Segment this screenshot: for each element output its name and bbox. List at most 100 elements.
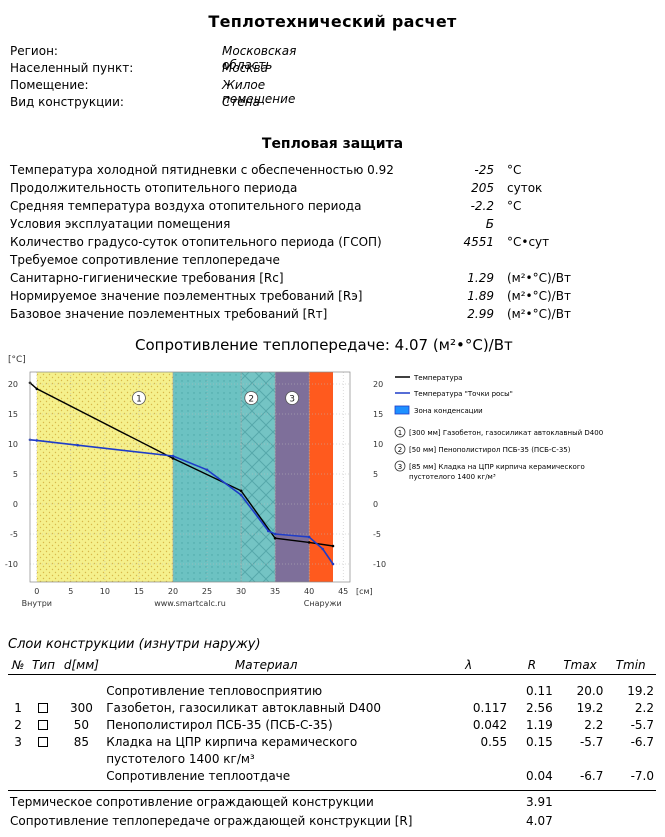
site-label: www.smartcalc.ru [154, 599, 226, 608]
x-tick-label: 20 [168, 587, 178, 596]
series-point [321, 547, 325, 551]
col-r: R [509, 657, 555, 675]
info-label: Населенный пункт: [10, 61, 134, 75]
legend-zone-label: Зона конденсации [414, 407, 483, 415]
layer-marker-circle [285, 391, 300, 405]
layer-marker-circle [132, 391, 146, 405]
param-row: Средняя температура воздуха отопительног… [10, 199, 580, 216]
y-tick-label-left: 15 [8, 410, 18, 419]
param-row: Количество градусо-суток отопительного п… [10, 235, 580, 252]
layer-type-checkbox[interactable] [38, 702, 49, 713]
row-material: Пенополистирол ПСБ-35 (ПСБ-С-35) [106, 717, 333, 732]
col-material: Материал [104, 657, 429, 675]
legend-zone-swatch [394, 405, 410, 415]
legend-layer-text2: пустотелого 1400 кг/м³ [409, 473, 496, 481]
param-value: 1.29 [467, 271, 494, 285]
x-tick-label: 30 [236, 587, 246, 596]
x-tick-label: 15 [134, 587, 144, 596]
param-label: Нормируемое значение поэлементных требов… [10, 289, 363, 303]
param-label: Требуемое сопротивление теплопередаче [10, 253, 280, 267]
row-d: 50 [73, 717, 90, 732]
series-point [205, 468, 209, 472]
info-label: Вид конструкции: [10, 95, 124, 109]
x-tick-label: 35 [270, 587, 280, 596]
row-material: Кладка на ЦПР кирпича керамического [104, 733, 428, 750]
info-row: Населенный пункт: Москва [10, 61, 268, 75]
param-row: Продолжительность отопительного периода 2… [10, 181, 580, 198]
x-tick-label: 40 [304, 587, 314, 596]
col-num: № [8, 657, 29, 675]
legend-layer-text: [50 мм] Пенополистирол ПСБ-35 (ПСБ-С-35) [409, 446, 571, 454]
y-tick-label-right: 10 [373, 440, 383, 449]
param-label: Продолжительность отопительного периода [10, 181, 298, 195]
layer-type-checkbox[interactable] [38, 736, 49, 747]
series-point [307, 535, 311, 539]
row-lambda: 0.55 [480, 734, 508, 749]
legend-layer-marker [394, 460, 406, 472]
layer-type-checkbox[interactable] [38, 719, 49, 730]
table-row: Сопротивление теплоотдаче 0.04 -6.7 -7.0 [8, 767, 656, 784]
inside-label: Внутри [22, 599, 52, 608]
y-tick-label-left: -5 [10, 530, 18, 539]
row-tmax: 20.0 [576, 683, 604, 698]
row-lambda: 0.042 [472, 717, 508, 732]
total-transfer-value: 4.07 [526, 814, 553, 828]
y-tick-label-right: -10 [373, 560, 386, 569]
series-point [35, 439, 39, 442]
col-d: d[мм] [58, 657, 105, 675]
row-num: 2 [14, 717, 22, 732]
total-transfer-label: Сопротивление теплопередаче ограждающей … [10, 814, 413, 828]
series-point [331, 562, 335, 566]
resistance-heading: Сопротивление теплопередаче: 4.07 (м²•°С… [135, 336, 513, 354]
x-tick-label: 45 [338, 587, 348, 596]
row-d: 85 [73, 734, 90, 749]
row-tmin: -5.7 [630, 717, 654, 732]
legend-layer-text: [85 мм] Кладка на ЦПР кирпича керамическ… [409, 463, 585, 471]
layer-marker-circle [244, 391, 259, 405]
table-row: 3 85 Кладка на ЦПР кирпича керамического… [8, 733, 656, 750]
y-tick-label-right: -5 [373, 530, 381, 539]
y-tick-label-left: 0 [13, 500, 18, 509]
param-value: -2.2 [470, 199, 494, 213]
y-tick-label-right: 5 [373, 470, 378, 479]
row-material: Газобетон, газосиликат автоклавный D400 [106, 700, 382, 715]
param-label: Санитарно-гигиенические требования [Rc] [10, 271, 284, 285]
param-row: Санитарно-гигиенические требования [Rc] 1… [10, 271, 580, 288]
layer-marker-label: 1 [136, 395, 142, 405]
param-value: 4551 [463, 235, 494, 249]
param-row: Требуемое сопротивление теплопередаче [10, 253, 580, 270]
series-point [307, 541, 311, 544]
col-lambda: λ [428, 657, 510, 675]
y-tick-label-left: 10 [8, 440, 18, 449]
info-label: Помещение: [10, 78, 89, 92]
row-tmax: 2.2 [584, 717, 604, 732]
series-point [171, 454, 175, 458]
row-r: 0.04 [526, 768, 553, 783]
legend-temp-label: Температура [413, 374, 462, 382]
legend-layer-text: [300 мм] Газобетон, газосиликат автоклав… [409, 429, 603, 437]
insulation-band [241, 372, 276, 582]
legend-layer-num: 3 [398, 463, 402, 471]
param-row: Нормируемое значение поэлементных требов… [10, 289, 580, 306]
param-value: -25 [474, 163, 494, 177]
param-row: Базовое значение поэлементных требований… [10, 307, 580, 324]
param-value: Б [485, 217, 494, 231]
series-point [76, 443, 79, 447]
series-point [266, 529, 270, 533]
y-tick-label-left: 5 [13, 470, 18, 479]
param-label: Температура холодной пятидневки с обеспе… [10, 163, 394, 177]
info-value: Жилое помещение [222, 78, 296, 106]
y-tick-label-right: 20 [373, 380, 383, 389]
thermal-protection-title: Тепловая защита [261, 136, 404, 152]
table-row: Сопротивление тепловосприятию 0.11 20.0 … [8, 682, 656, 699]
col-tmin: Tmin [605, 657, 656, 675]
total-thermal-label: Термическое сопротивление ограждающей ко… [10, 795, 374, 809]
row-material: Сопротивление тепловосприятию [106, 683, 323, 698]
row-tmax: 19.2 [576, 700, 604, 715]
y-axis-label: [°С] [8, 355, 26, 365]
series-point [171, 457, 175, 460]
row-tmin: -6.7 [630, 734, 654, 749]
legend-dew-label: Температура "Точки росы" [413, 390, 513, 398]
plot-border [29, 371, 351, 583]
col-tmax: Tmax [554, 657, 606, 675]
